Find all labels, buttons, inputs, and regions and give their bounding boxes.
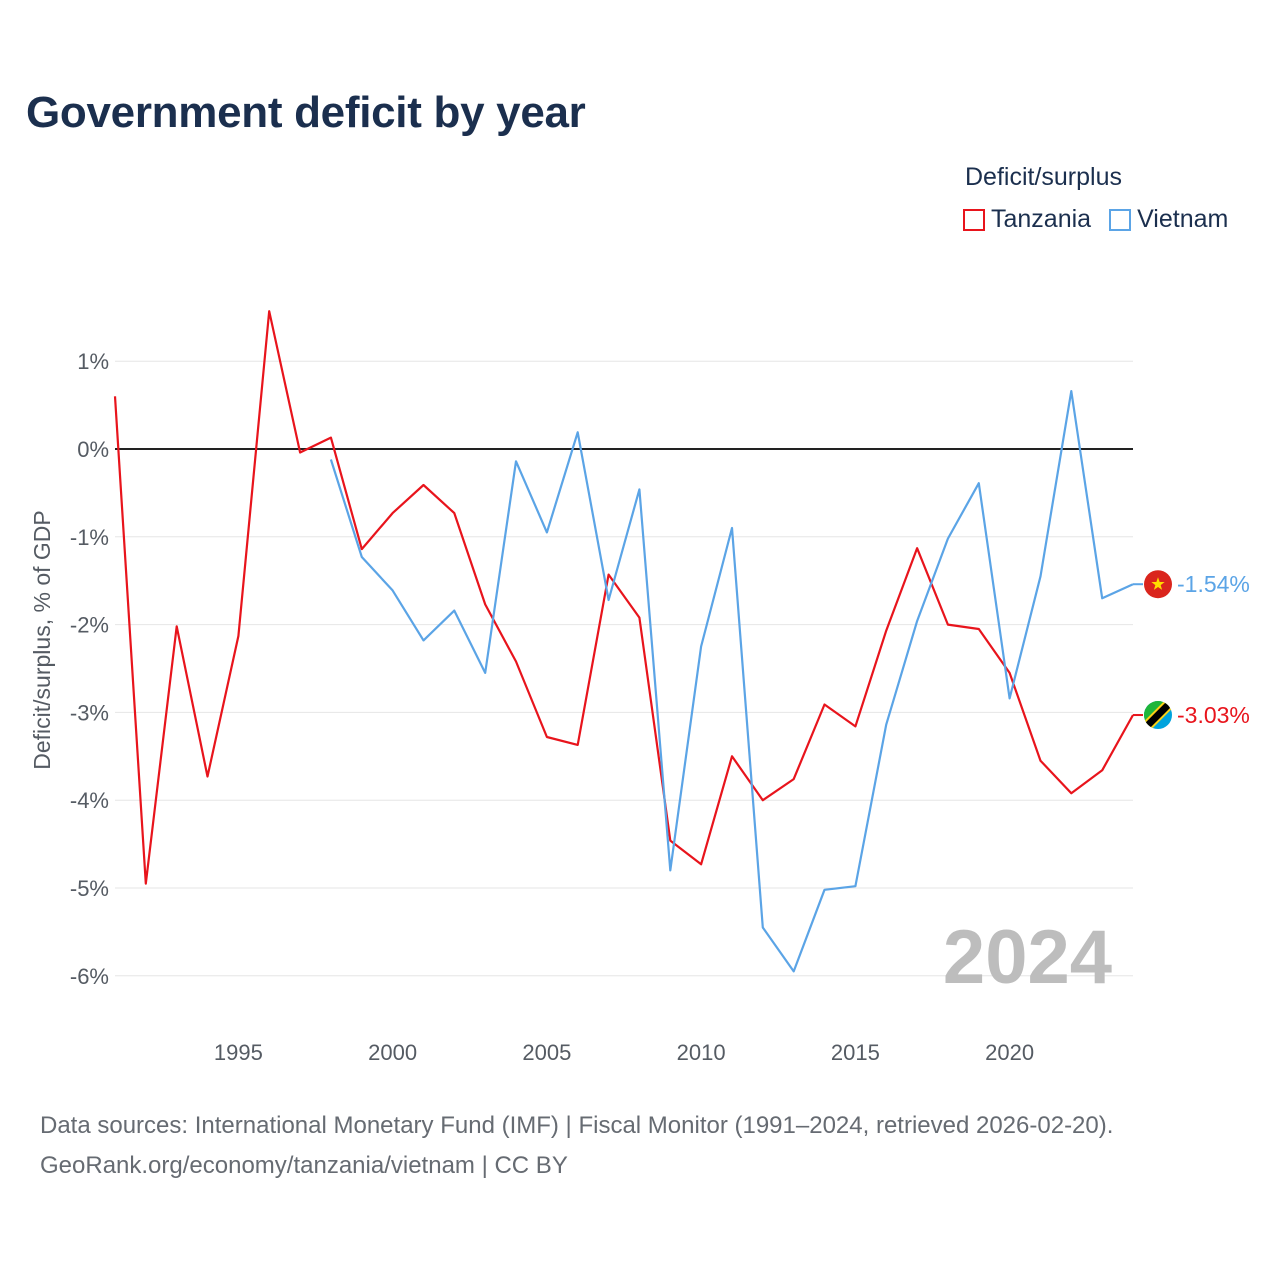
- series-line-tanzania: [113, 310, 1134, 885]
- end-value-label-tanzania: -3.03%: [1177, 702, 1250, 728]
- x-tick-label: 2010: [677, 1040, 726, 1065]
- y-tick-label: -3%: [70, 700, 109, 725]
- series-line-vietnam: [329, 390, 1134, 973]
- end-value-label-vietnam: -1.54%: [1177, 571, 1250, 597]
- current-year-label: 2024: [943, 915, 1112, 1000]
- legend-title: Deficit/surplus: [965, 163, 1122, 191]
- y-tick-label: 1%: [77, 349, 109, 374]
- y-axis-ticks: 1% 0% -1% -2% -3% -4% -5% -6%: [70, 349, 109, 989]
- legend-swatch-tanzania: [963, 208, 985, 231]
- y-tick-label: -2%: [70, 613, 109, 638]
- x-tick-label: 2015: [831, 1040, 880, 1065]
- series-lines: [113, 310, 1134, 973]
- y-tick-label: -6%: [70, 964, 109, 989]
- x-tick-label: 2000: [368, 1040, 417, 1065]
- vietnam-flag-icon: [1144, 570, 1172, 599]
- legend-label-vietnam: Vietnam: [1137, 205, 1229, 233]
- footer-sources: Data sources: International Monetary Fun…: [40, 1112, 1114, 1139]
- line-chart: 1% 0% -1% -2% -3% -4% -5% -6% 1995 2000 2005 2010 2…: [29, 310, 1250, 1065]
- x-tick-label: 1995: [214, 1040, 263, 1065]
- y-tick-label: -4%: [70, 788, 109, 813]
- y-tick-label: 0%: [77, 437, 109, 462]
- tanzania-flag-icon: [1144, 701, 1172, 730]
- legend-item-vietnam[interactable]: Vietnam: [1109, 205, 1228, 234]
- y-tick-label: -1%: [70, 525, 109, 550]
- legend: Tanzania Vietnam: [963, 205, 1246, 234]
- gridlines: [115, 360, 1133, 977]
- x-axis-ticks: 1995 2000 2005 2010 2015 2020: [214, 1040, 1034, 1065]
- footer: Data sources: International Monetary Fun…: [40, 1106, 1113, 1186]
- legend-label-tanzania: Tanzania: [991, 205, 1092, 233]
- y-tick-label: -5%: [70, 876, 109, 901]
- end-markers: -3.03% -1.54%: [1133, 570, 1250, 730]
- legend-swatch-vietnam: [1109, 208, 1132, 231]
- chart-title: Government deficit by year: [26, 88, 586, 137]
- x-tick-label: 2020: [985, 1040, 1034, 1065]
- y-axis-label: Deficit/surplus, % of GDP: [29, 510, 55, 769]
- x-tick-label: 2005: [522, 1040, 571, 1065]
- footer-credit: GeoRank.org/economy/tanzania/vietnam | C…: [40, 1152, 568, 1179]
- legend-item-tanzania[interactable]: Tanzania: [963, 205, 1091, 234]
